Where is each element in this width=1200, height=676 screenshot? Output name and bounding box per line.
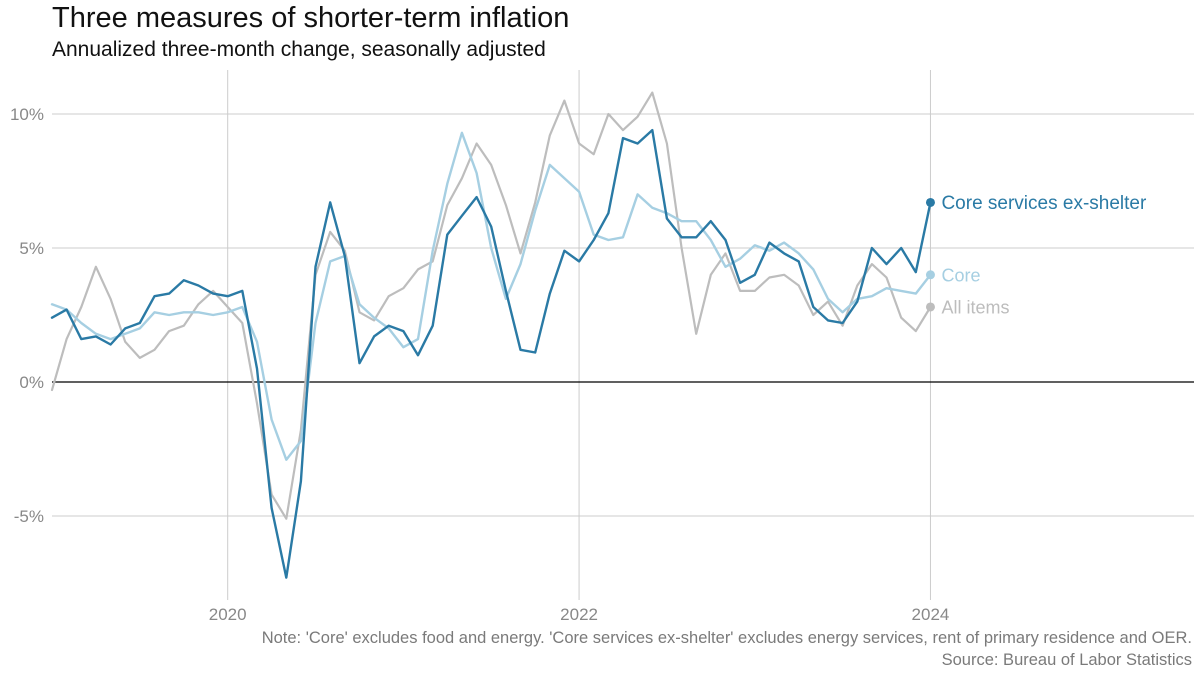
note-text: Note: 'Core' excludes food and energy. '… xyxy=(261,629,1192,647)
chart-title: Three measures of shorter-term inflation xyxy=(52,2,570,34)
y-tick-label: 10% xyxy=(10,105,44,124)
series-line xyxy=(50,128,932,579)
grid-layer xyxy=(52,70,1194,600)
x-tick-label: 2020 xyxy=(209,605,247,624)
y-tick-label: -5% xyxy=(14,507,44,526)
series-end-point xyxy=(925,270,935,280)
series-label: All items xyxy=(941,297,1009,317)
series-end-point xyxy=(925,302,935,312)
y-tick-label: 5% xyxy=(19,239,44,258)
series-line xyxy=(50,91,932,520)
series-label: Core services ex-shelter xyxy=(941,193,1147,214)
series-labels: All items Core Core services ex-shelter xyxy=(925,193,1147,317)
y-tick-label: 0% xyxy=(19,373,44,392)
x-tick-label: 2024 xyxy=(912,605,950,624)
series-line xyxy=(50,131,932,461)
chart-subtitle: Annualized three-month change, seasonall… xyxy=(52,38,546,61)
source-text: Source: Bureau of Labor Statistics xyxy=(941,651,1192,669)
x-tick-label: 2022 xyxy=(560,605,598,624)
series-end-point xyxy=(925,197,935,207)
series-lines xyxy=(50,91,932,579)
chart-footnote: Note: 'Core' excludes food and energy. '… xyxy=(262,627,1192,671)
tick-labels: 2020 2022 2024 10% 5% 0% -5% xyxy=(10,105,949,624)
series-label: Core xyxy=(941,265,980,285)
